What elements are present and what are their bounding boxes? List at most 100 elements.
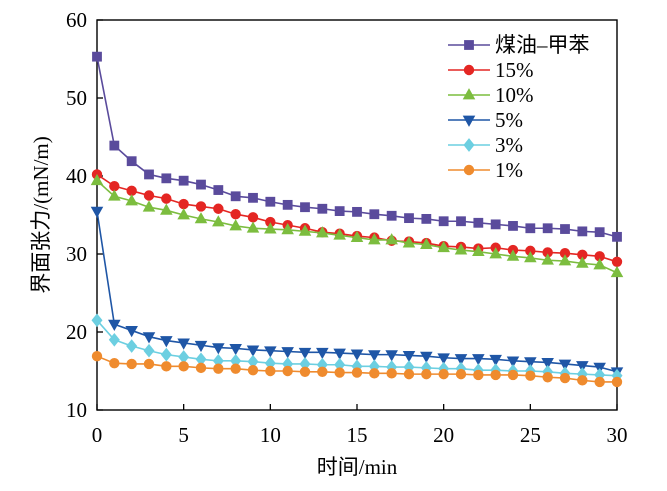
series-3-data-point: [420, 237, 433, 250]
series-5-data-point: [160, 347, 172, 362]
y-tick-label: 10: [66, 398, 87, 422]
series-6-data-point: [265, 365, 276, 377]
series-1-data-point: [161, 173, 172, 184]
series-3-data-point: [212, 215, 225, 227]
legend-marker: [463, 64, 475, 76]
series-6-data-point: [507, 369, 519, 381]
series-4-data-point: [420, 351, 433, 363]
series-3-data-point: [385, 233, 398, 245]
x-tick-label: 15: [347, 423, 368, 447]
series-5-data-point: [91, 313, 103, 328]
series-4: [90, 206, 624, 379]
series-3-data-point: [402, 236, 416, 248]
series-1-data-point: [230, 191, 241, 202]
series-1: [92, 51, 622, 242]
series-1-data-point: [421, 213, 432, 224]
series-2-data-point: [178, 198, 189, 210]
series-4-data-point: [160, 336, 173, 348]
series-4-data-point: [558, 359, 572, 371]
axis-ticks: [96, 19, 618, 411]
series-3-data-point: [350, 230, 364, 243]
legend-label: 1%: [495, 158, 523, 182]
legend-label: 5%: [495, 108, 523, 132]
x-axis-label: 时间/min: [317, 455, 398, 479]
series-4-data-point: [541, 358, 554, 370]
x-tick-label: 5: [178, 423, 189, 447]
series-1-data-point: [352, 206, 362, 217]
series-1-data-point: [560, 224, 570, 234]
series-3-data-point: [368, 233, 381, 245]
series-6-data-point: [386, 368, 397, 379]
legend-entry: 15%: [448, 58, 534, 82]
series-6-data-point: [421, 368, 432, 380]
series-1-data-point: [92, 51, 102, 62]
series-6-data-point: [126, 358, 137, 370]
y-tick-label: 50: [66, 86, 87, 110]
series-1-data-point: [542, 223, 553, 234]
x-tick-label: 0: [92, 423, 103, 447]
series-1-data-point: [508, 221, 518, 231]
y-axis-label: 界面张力/(mN/m): [29, 136, 53, 294]
series-4-data-point: [576, 361, 589, 373]
legend-marker: [462, 88, 476, 100]
series-3-data-point: [610, 265, 624, 278]
series-2-data-point: [213, 203, 224, 214]
x-tick-label: 20: [433, 423, 454, 447]
series-4-data-point: [437, 353, 450, 365]
series-2-data-point: [230, 209, 241, 220]
legend-label: 15%: [495, 58, 534, 82]
series-4-data-point: [454, 354, 468, 366]
series-3-data-point: [316, 226, 329, 238]
series-1-data-point: [248, 192, 258, 203]
series-3-data-point: [194, 212, 208, 224]
series-6-data-point: [438, 368, 449, 380]
series-1-data-point: [265, 196, 276, 207]
series-3-data-point: [524, 251, 537, 263]
legend-entry: 1%: [448, 158, 523, 182]
series-1-data-point: [525, 223, 536, 234]
series-4-data-point: [212, 343, 225, 355]
series-4-data-point: [194, 340, 208, 353]
series-1-data-point: [612, 231, 622, 242]
series-3-data-point: [333, 228, 346, 240]
y-tick-label: 30: [66, 242, 87, 266]
series-5-data-point: [108, 332, 120, 347]
series-6-data-point: [455, 368, 467, 380]
series-3-data-point: [541, 253, 554, 265]
legend-entry: 5%: [448, 108, 523, 132]
legend-entry: 10%: [448, 83, 534, 107]
series-6-data-point: [351, 367, 363, 378]
series-4-data-point: [368, 350, 381, 362]
series-1-data-point: [109, 140, 120, 151]
series-4-data-point: [316, 347, 329, 360]
series-4-data-point: [108, 319, 121, 332]
series-1-data-point: [144, 169, 154, 180]
series-1-data-point: [196, 179, 206, 190]
series-6-data-point: [542, 372, 553, 383]
series-2-data-point: [611, 256, 623, 268]
series-1-data-point: [300, 202, 310, 213]
series-6-data-point: [213, 363, 224, 374]
series-3-data-point: [576, 256, 589, 268]
series-3-data-point: [246, 221, 260, 233]
series-2-data-point: [161, 193, 172, 204]
series-1-data-point: [282, 199, 293, 210]
series-6-data-point: [91, 350, 103, 362]
series-1-data-point: [473, 217, 484, 228]
series-3-data-point: [90, 173, 104, 186]
series-3-data-point: [437, 240, 450, 253]
series-1-data-point: [386, 210, 397, 221]
legend-marker: [463, 138, 475, 152]
series-5-data-point: [126, 339, 138, 353]
series-3-data-point: [264, 222, 277, 234]
legend-label: 3%: [495, 133, 523, 157]
series-6-data-point: [473, 369, 484, 381]
series-6-data-point: [178, 361, 189, 372]
series-1-data-point: [213, 185, 224, 195]
series-4-data-point: [125, 326, 138, 338]
series-4-data-point: [524, 357, 537, 369]
x-tick-label: 25: [520, 423, 541, 447]
series-1-data-point: [317, 203, 328, 214]
